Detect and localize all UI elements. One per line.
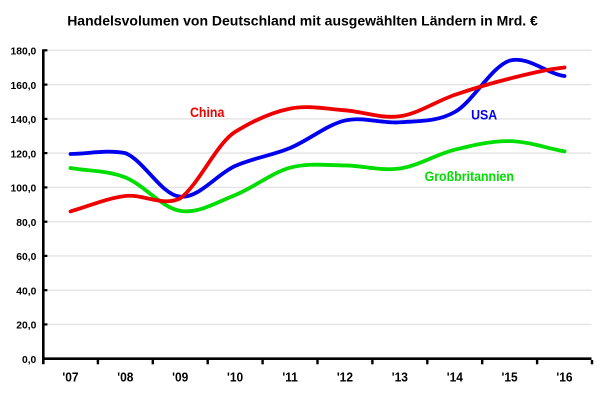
svg-text:USA: USA — [471, 107, 498, 123]
svg-text:160,0: 160,0 — [11, 81, 37, 92]
svg-text:'13: '13 — [392, 370, 408, 384]
svg-text:'12: '12 — [337, 370, 353, 384]
svg-text:180,0: 180,0 — [11, 47, 37, 58]
svg-text:Großbritannien: Großbritannien — [425, 168, 514, 184]
svg-text:20,0: 20,0 — [16, 321, 36, 332]
svg-text:0,0: 0,0 — [22, 355, 37, 366]
svg-text:Handelsvolumen von Deutschland: Handelsvolumen von Deutschland mit ausge… — [67, 13, 538, 29]
svg-text:140,0: 140,0 — [11, 115, 37, 126]
svg-text:'10: '10 — [227, 370, 243, 384]
svg-text:120,0: 120,0 — [11, 149, 37, 160]
svg-text:'07: '07 — [62, 370, 78, 384]
svg-text:'15: '15 — [502, 370, 518, 384]
svg-text:China: China — [190, 104, 225, 120]
svg-text:40,0: 40,0 — [16, 286, 36, 297]
svg-text:100,0: 100,0 — [11, 184, 37, 195]
svg-text:'11: '11 — [282, 370, 298, 384]
svg-text:'09: '09 — [172, 370, 188, 384]
svg-text:'14: '14 — [447, 370, 463, 384]
svg-text:80,0: 80,0 — [16, 218, 36, 229]
svg-text:60,0: 60,0 — [16, 252, 36, 263]
svg-text:'08: '08 — [117, 370, 133, 384]
svg-text:'16: '16 — [556, 370, 572, 384]
